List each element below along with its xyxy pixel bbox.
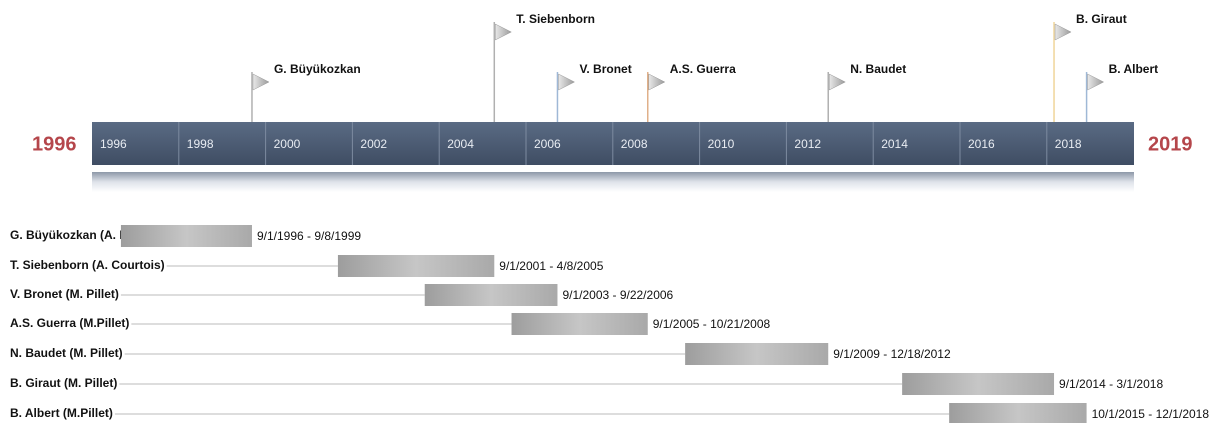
- term-bar: [337, 255, 495, 277]
- flag: [558, 73, 576, 91]
- axis-year: 2002: [360, 137, 387, 151]
- row-name: N. Baudet (M. Pillet): [10, 346, 123, 360]
- flag: [828, 73, 846, 91]
- term-bar: [120, 225, 252, 247]
- term-bar: [424, 284, 558, 306]
- row-name: B. Giraut (M. Pillet): [10, 376, 117, 390]
- start-year: 1996: [32, 133, 77, 155]
- axis-year: 1996: [100, 137, 127, 151]
- axis-year: 2010: [708, 137, 735, 151]
- axis-year: 2018: [1055, 137, 1082, 151]
- milestone-label: A.S. Guerra: [670, 62, 736, 76]
- axis-year: 2012: [794, 137, 821, 151]
- axis-year: 2014: [881, 137, 908, 151]
- axis-year: 2006: [534, 137, 561, 151]
- flag: [495, 23, 512, 41]
- flag: [1087, 73, 1105, 91]
- term-bar: [949, 403, 1087, 423]
- milestone-label: T. Siebenborn: [516, 12, 595, 26]
- axis-year: 1998: [187, 137, 214, 151]
- term-range: 9/1/1996 - 9/8/1999: [257, 229, 361, 243]
- milestone-label: B. Albert: [1109, 62, 1159, 76]
- term-range: 9/1/2005 - 10/21/2008: [653, 317, 771, 331]
- term-range: 10/1/2015 - 12/1/2018: [1092, 407, 1209, 421]
- row-name: T. Siebenborn (A. Courtois): [10, 258, 165, 272]
- flag: [252, 73, 270, 91]
- term-bar: [511, 313, 648, 335]
- term-range: 9/1/2014 - 3/1/2018: [1059, 377, 1163, 391]
- row-name: A.S. Guerra (M.Pillet): [10, 316, 129, 330]
- row-name: V. Bronet (M. Pillet): [10, 287, 119, 301]
- milestone-label: N. Baudet: [850, 62, 906, 76]
- flag: [648, 73, 666, 91]
- milestone-label: B. Giraut: [1076, 12, 1127, 26]
- row-name: B. Albert (M.Pillet): [10, 406, 113, 420]
- axis-year: 2004: [447, 137, 474, 151]
- term-bar: [685, 343, 829, 365]
- axis-year: 2016: [968, 137, 995, 151]
- axis-year: 2008: [621, 137, 648, 151]
- milestone-label: G. Büyükozkan: [274, 62, 361, 76]
- term-range: 9/1/2009 - 12/18/2012: [833, 347, 951, 361]
- milestone-label: V. Bronet: [579, 62, 631, 76]
- axis-year: 2000: [274, 137, 301, 151]
- term-range: 9/1/2001 - 4/8/2005: [499, 259, 603, 273]
- term-bar: [902, 373, 1055, 395]
- end-year: 2019: [1148, 133, 1193, 155]
- axis-reflection: [92, 172, 1134, 192]
- flag: [1054, 23, 1072, 41]
- term-range: 9/1/2003 - 9/22/2006: [562, 288, 673, 302]
